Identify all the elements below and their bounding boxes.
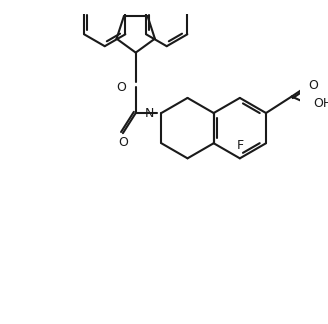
Text: O: O [117,81,127,94]
Text: O: O [309,79,318,92]
Text: F: F [236,139,243,152]
Text: O: O [118,136,128,149]
Text: OH: OH [313,98,328,110]
Text: N: N [145,107,154,120]
